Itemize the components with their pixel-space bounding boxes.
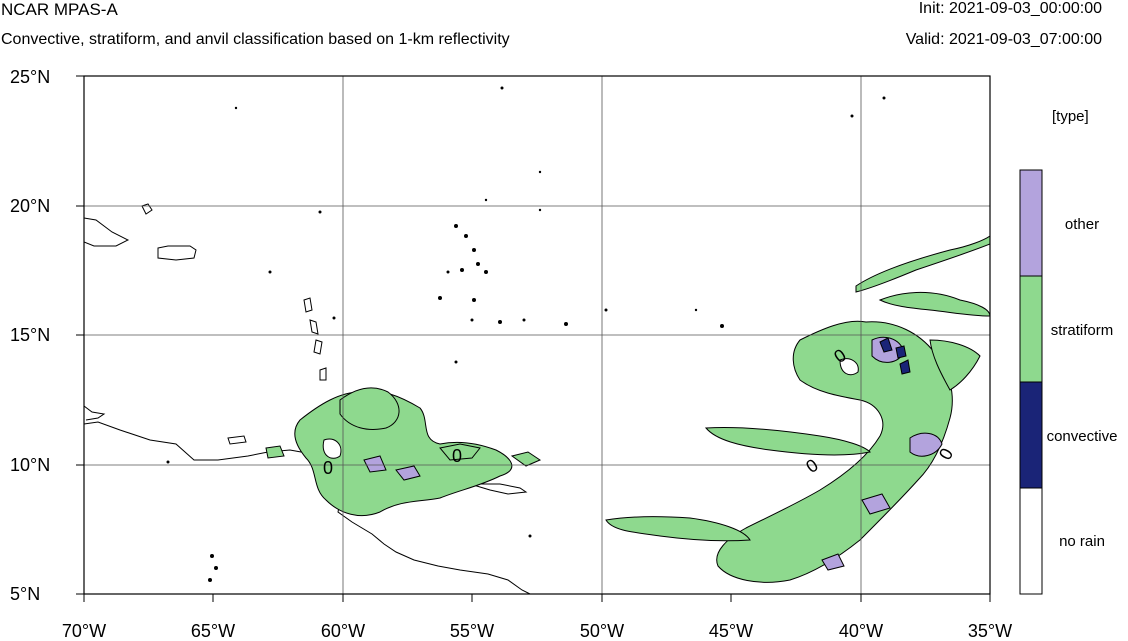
lon-tick-label: 35°W (967, 621, 1013, 641)
legend-title: [type] (1052, 108, 1089, 125)
legend-swatch-other (1019, 169, 1043, 277)
lat-tick-label: 10°N (10, 455, 51, 475)
init-time: Init: 2021-09-03_00:00:00 (918, 0, 1102, 17)
precip-cluster-east (605, 235, 990, 583)
lon-tick-label: 55°W (449, 621, 495, 641)
precip-speckles-west (166, 86, 886, 582)
map-plot-area: 0 0 0 0 0 (84, 76, 990, 594)
legend-colorbar (1019, 169, 1043, 595)
legend-label-no-rain: no rain (1059, 533, 1105, 550)
lon-tick-label: 50°W (579, 621, 625, 641)
map-title: NCAR MPAS-A (1, 0, 118, 19)
lat-tick-label: 25°N (10, 67, 51, 87)
legend-swatch-convective (1019, 381, 1043, 489)
lon-tick-label: 60°W (320, 621, 366, 641)
coast-fragment-a (84, 405, 106, 421)
legend-label-stratiform: stratiform (1050, 322, 1114, 339)
legend-label-other: other (1064, 216, 1100, 233)
coast-guiana (469, 483, 528, 495)
lat-tick-label: 15°N (10, 325, 51, 345)
legend-swatch-stratiform (1019, 275, 1043, 383)
coast-hispaniola (84, 217, 130, 247)
contour-label: 0 (323, 458, 333, 478)
lon-tick-label: 40°W (838, 621, 884, 641)
contour-label: 0 (452, 446, 462, 466)
lon-tick-label: 45°W (708, 621, 754, 641)
valid-time: Valid: 2021-09-03_07:00:00 (905, 31, 1102, 48)
contour-label: 0 (935, 445, 957, 464)
coast-puerto-rico (157, 245, 197, 261)
lon-tick-label: 65°W (190, 621, 236, 641)
contour-label: 0 (802, 455, 822, 477)
lat-lon-grid (84, 76, 990, 594)
axis-ticks (76, 75, 991, 602)
precip-cluster-west (227, 387, 542, 516)
map-subtitle: Convective, stratiform, and anvil classi… (1, 31, 510, 48)
legend-label-convective: convective (1046, 428, 1118, 445)
lat-tick-label: 20°N (10, 196, 51, 216)
legend-swatch-no-rain (1019, 487, 1043, 595)
lat-tick-label: 5°N (10, 584, 41, 604)
coastlines (84, 203, 531, 594)
lon-tick-label: 70°W (61, 621, 107, 641)
